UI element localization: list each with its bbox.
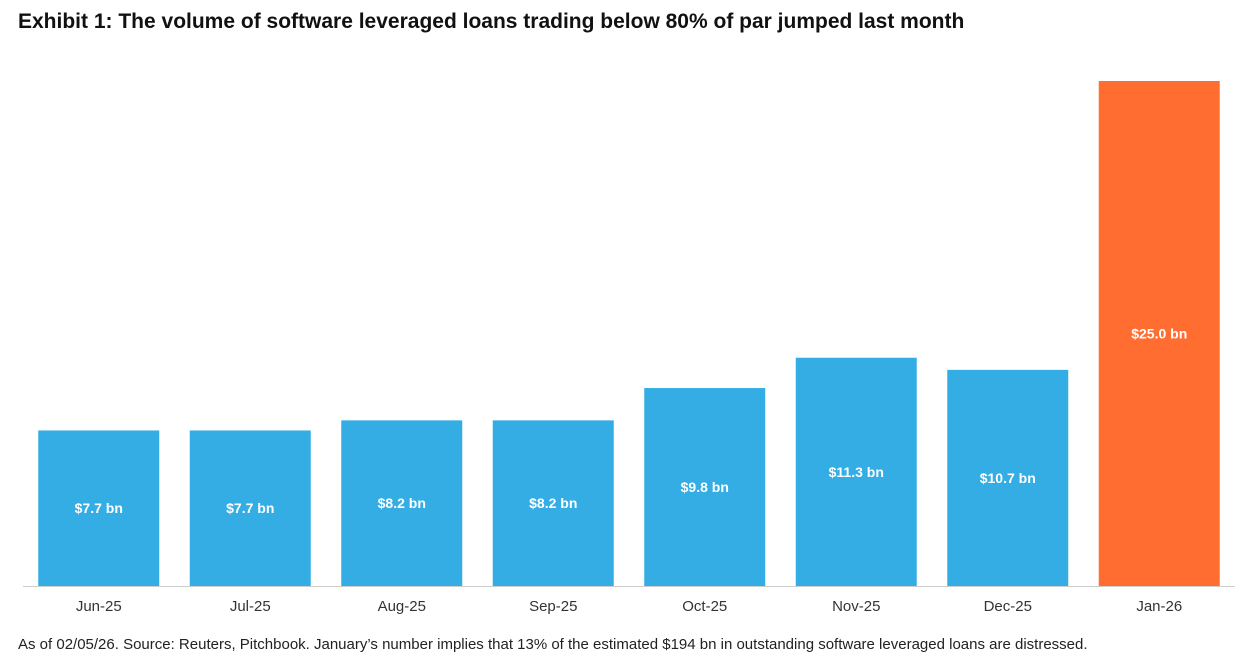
- x-tick-label: Dec-25: [984, 598, 1032, 615]
- bar-data-label: $7.7 bn: [226, 500, 274, 516]
- x-tick-label: Jun-25: [76, 598, 122, 615]
- bar-data-label: $11.3 bn: [829, 464, 884, 480]
- x-tick-label: Jan-26: [1136, 598, 1182, 615]
- bar-data-label: $25.0 bn: [1131, 326, 1187, 342]
- x-tick-label: Aug-25: [378, 598, 426, 615]
- x-tick-labels: Jun-25 Jul-25 Aug-25 Sep-25 Oct-25 Nov-25 Dec-…: [76, 598, 1182, 615]
- bar-jul-25: [189, 430, 311, 586]
- bar-dec-25: [947, 369, 1069, 586]
- x-tick-label: Jul-25: [230, 598, 271, 615]
- chart-footnote: As of 02/05/26. Source: Reuters, Pitchbo…: [18, 636, 1088, 653]
- bar-sep-25: [492, 420, 614, 586]
- bar-data-label: $7.7 bn: [75, 500, 123, 516]
- bar-jan-26: [1098, 81, 1220, 586]
- bar-jun-25: [38, 430, 160, 586]
- bar-oct-25: [644, 388, 766, 586]
- bar-data-label: $8.2 bn: [378, 495, 426, 511]
- bar-data-label: $10.7 bn: [980, 470, 1036, 486]
- x-tick-label: Sep-25: [529, 598, 577, 615]
- bars-group: $7.7 bn $7.7 bn $8.2 bn $8.2 bn $9.8 bn $11.3…: [38, 81, 1220, 586]
- bar-aug-25: [341, 420, 463, 586]
- x-tick-label: Oct-25: [682, 598, 727, 615]
- chart-title: Exhibit 1: The volume of software levera…: [18, 10, 965, 33]
- bar-data-label: $9.8 bn: [681, 479, 729, 495]
- bar-nov-25: [795, 357, 917, 586]
- x-tick-label: Nov-25: [832, 598, 880, 615]
- bar-data-label: $8.2 bn: [529, 495, 577, 511]
